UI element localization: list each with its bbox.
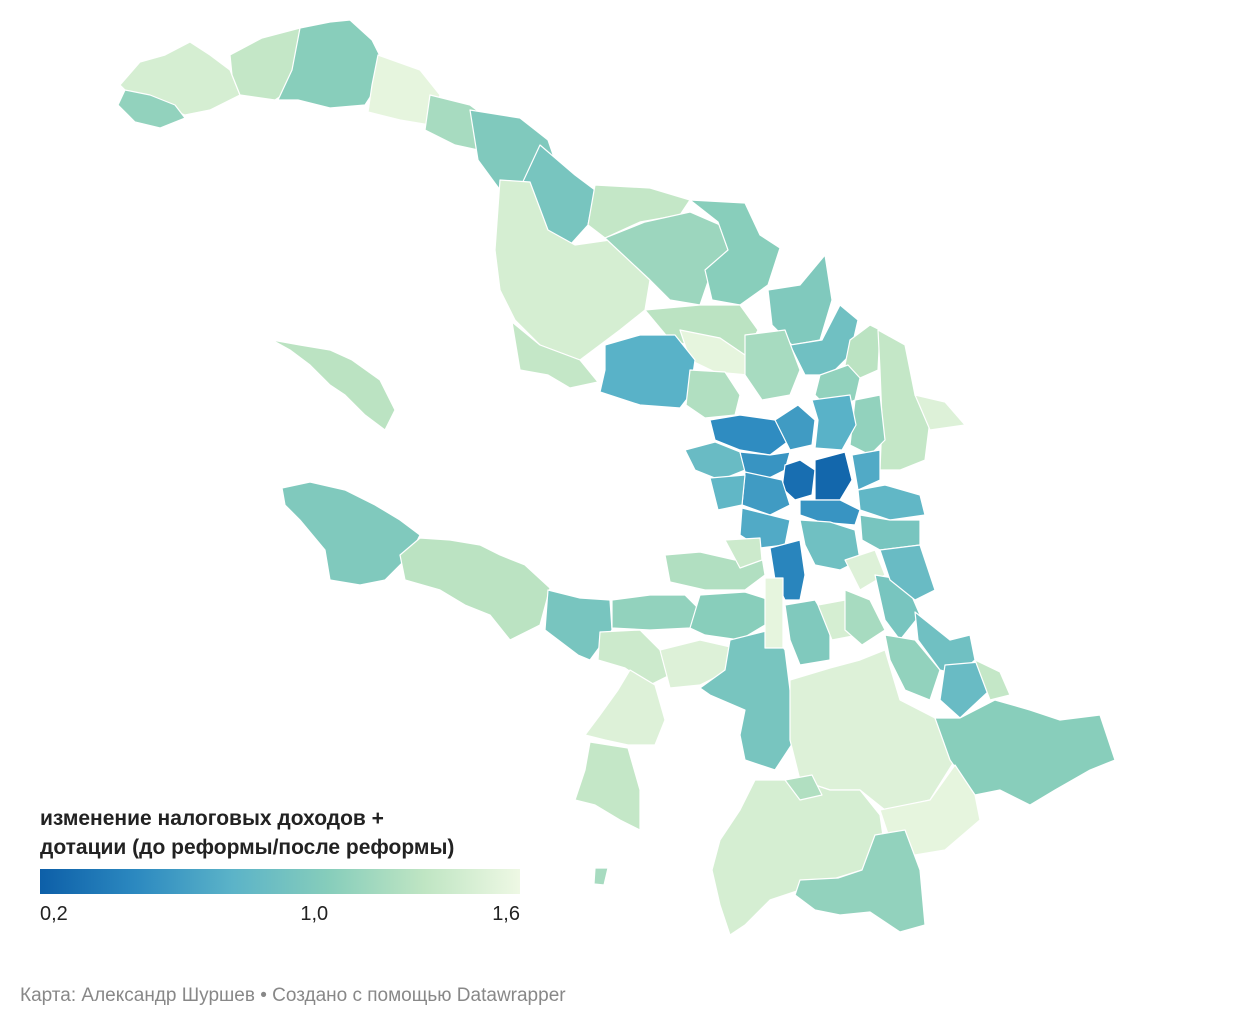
district-region[interactable]: [879, 544, 936, 601]
district-region[interactable]: [117, 89, 186, 129]
district-region[interactable]: [939, 661, 991, 719]
kurortny-area: [117, 19, 596, 246]
legend-title-line-2: дотации (до реформы/после реформы): [40, 836, 455, 859]
south-west-area: [281, 481, 771, 886]
district-region[interactable]: [764, 577, 784, 649]
district-region[interactable]: [699, 629, 799, 771]
district-region[interactable]: [767, 254, 833, 346]
legend-tick-max: 1,6: [492, 903, 520, 925]
district-region[interactable]: [593, 867, 609, 886]
legend-title-line-1: изменение налоговых доходов +: [40, 807, 384, 830]
district-region[interactable]: [599, 334, 696, 409]
legend-color-ramp: [40, 869, 520, 894]
district-region[interactable]: [851, 449, 881, 491]
district-region[interactable]: [884, 634, 941, 701]
legend-ticks: 0,2 1,0 1,6: [40, 903, 520, 931]
district-region[interactable]: [974, 659, 1011, 701]
center-area: [684, 394, 926, 601]
legend-tick-min: 0,2: [40, 903, 68, 925]
coast-area: [271, 339, 396, 431]
district-region[interactable]: [784, 599, 831, 666]
district-region[interactable]: [877, 329, 931, 471]
district-region[interactable]: [774, 404, 816, 451]
district-region[interactable]: [794, 829, 926, 933]
district-region[interactable]: [849, 394, 886, 456]
legend-tick-mid: 1,0: [300, 903, 329, 925]
district-region[interactable]: [724, 537, 763, 569]
district-region[interactable]: [689, 591, 771, 641]
south-area: [699, 544, 1116, 936]
district-region[interactable]: [271, 339, 396, 431]
legend: изменение налоговых доходов + дотации (д…: [40, 804, 520, 931]
district-region[interactable]: [799, 499, 861, 526]
north-area: [494, 179, 966, 471]
map-credit: Карта: Александр Шуршев • Создано с помо…: [20, 985, 566, 1006]
district-region[interactable]: [281, 481, 421, 586]
district-region[interactable]: [597, 629, 671, 686]
district-region[interactable]: [844, 324, 881, 379]
district-region[interactable]: [611, 594, 701, 631]
district-region[interactable]: [744, 329, 801, 401]
district-region[interactable]: [494, 179, 651, 361]
district-region[interactable]: [664, 544, 766, 591]
district-region[interactable]: [709, 414, 791, 456]
legend-title: изменение налоговых доходов + дотации (д…: [40, 804, 520, 862]
district-region[interactable]: [811, 394, 857, 451]
district-region[interactable]: [399, 537, 551, 641]
district-region[interactable]: [367, 54, 441, 126]
district-region[interactable]: [859, 514, 921, 551]
district-region[interactable]: [814, 451, 853, 501]
district-region[interactable]: [844, 589, 886, 646]
district-region[interactable]: [511, 321, 599, 389]
district-region[interactable]: [857, 484, 926, 521]
district-region[interactable]: [685, 369, 741, 419]
district-region[interactable]: [574, 741, 641, 831]
district-region[interactable]: [709, 474, 746, 511]
district-region[interactable]: [584, 669, 666, 746]
district-region[interactable]: [844, 549, 886, 591]
district-region[interactable]: [934, 699, 1116, 806]
district-region[interactable]: [784, 774, 823, 801]
district-region[interactable]: [914, 394, 966, 431]
